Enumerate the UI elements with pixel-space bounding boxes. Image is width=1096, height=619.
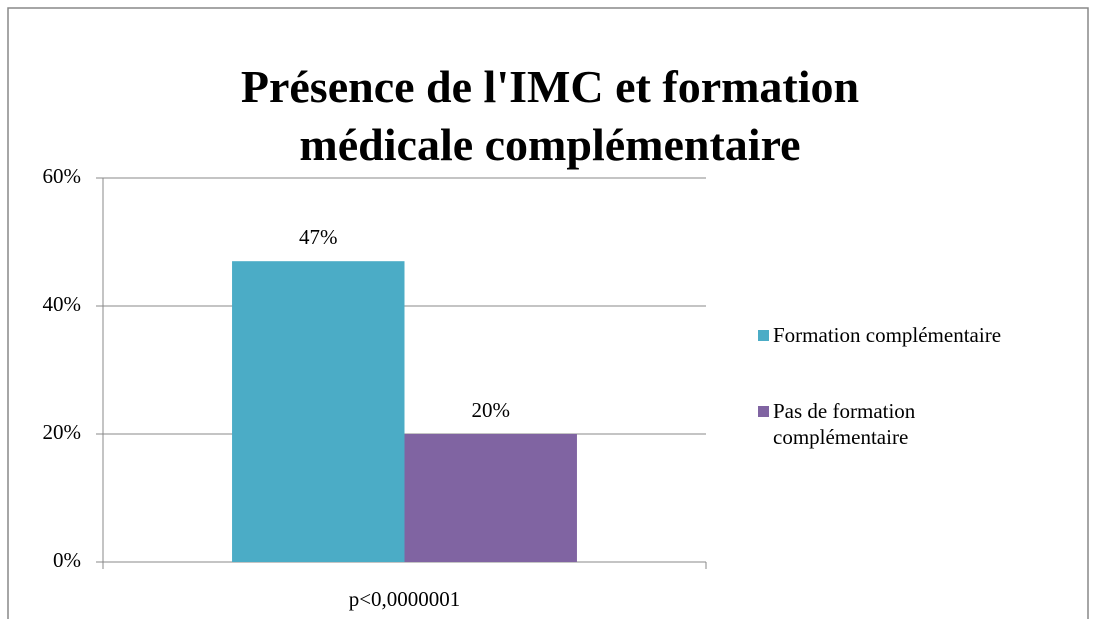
- x-tick-label: p<0,0000001: [349, 587, 461, 611]
- chart-border: [7, 7, 1089, 619]
- legend-item: Pas de formation complémentaire: [758, 398, 1088, 450]
- data-label: 47%: [299, 225, 338, 249]
- chart-title: Présence de l'IMC et formation médicale …: [240, 61, 860, 170]
- bar: [232, 261, 405, 562]
- y-tick-label: 40%: [43, 292, 82, 316]
- bar: [404, 434, 577, 562]
- y-tick-label: 20%: [43, 420, 82, 444]
- legend-swatch: [758, 406, 769, 417]
- legend-label: Pas de formation complémentaire: [773, 399, 916, 449]
- legend-item: Formation complémentaire: [758, 322, 1088, 348]
- y-tick-label: 0%: [53, 548, 81, 572]
- legend-swatch: [758, 330, 769, 341]
- data-label: 20%: [471, 398, 510, 422]
- y-tick-label: 60%: [43, 164, 82, 188]
- legend-label: Formation complémentaire: [773, 323, 1002, 347]
